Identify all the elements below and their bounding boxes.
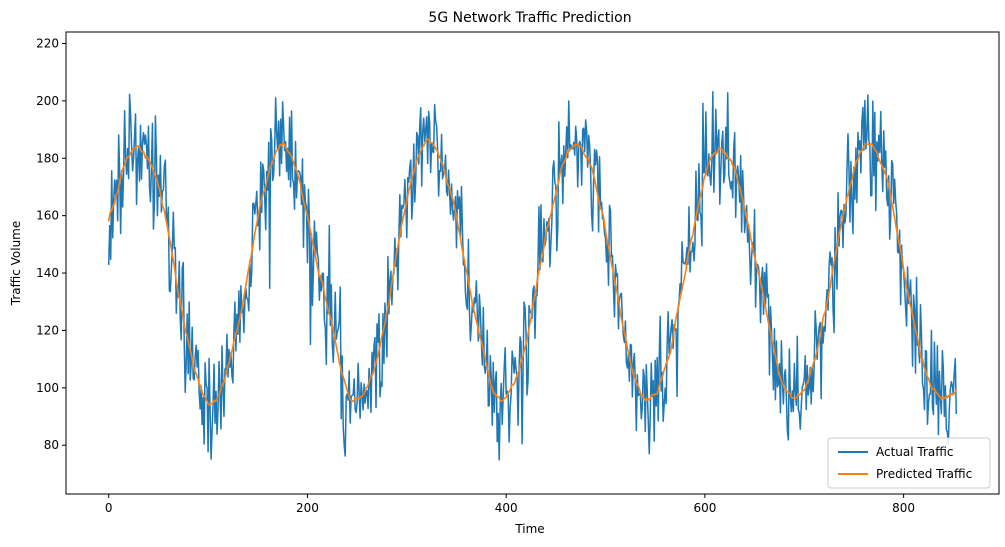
x-tick-label: 0: [105, 501, 113, 515]
plot-area: [65, 31, 1000, 495]
y-tick-label: 140: [36, 266, 59, 280]
x-tick-label: 600: [693, 501, 716, 515]
legend-label-predicted: Predicted Traffic: [876, 467, 972, 481]
chart-title: 5G Network Traffic Prediction: [428, 10, 631, 26]
legend-frame: [827, 437, 991, 489]
x-tick-label: 200: [296, 501, 319, 515]
x-tick-label: 800: [892, 501, 915, 515]
y-tick-label: 160: [36, 209, 59, 223]
y-tick-label: 220: [36, 36, 59, 50]
y-tick-label: 200: [36, 94, 59, 108]
x-axis-label: Time: [514, 522, 544, 536]
y-tick-label: 80: [44, 438, 59, 452]
plot-frame: [65, 31, 1000, 495]
y-tick-label: 100: [36, 381, 59, 395]
x-axis: 0 200 400 600 800: [105, 494, 915, 515]
y-axis-label: Traffic Volume: [9, 221, 23, 307]
legend: Actual Traffic Predicted Traffic: [827, 437, 991, 489]
y-axis: 80 100 120 140 160 180 200 220: [36, 36, 66, 452]
y-tick-label: 120: [36, 323, 59, 337]
series-line-predicted: [107, 138, 958, 406]
y-tick-label: 180: [36, 151, 59, 165]
x-tick-label: 400: [495, 501, 518, 515]
legend-label-actual: Actual Traffic: [876, 445, 953, 459]
series-line-actual: [107, 90, 958, 461]
